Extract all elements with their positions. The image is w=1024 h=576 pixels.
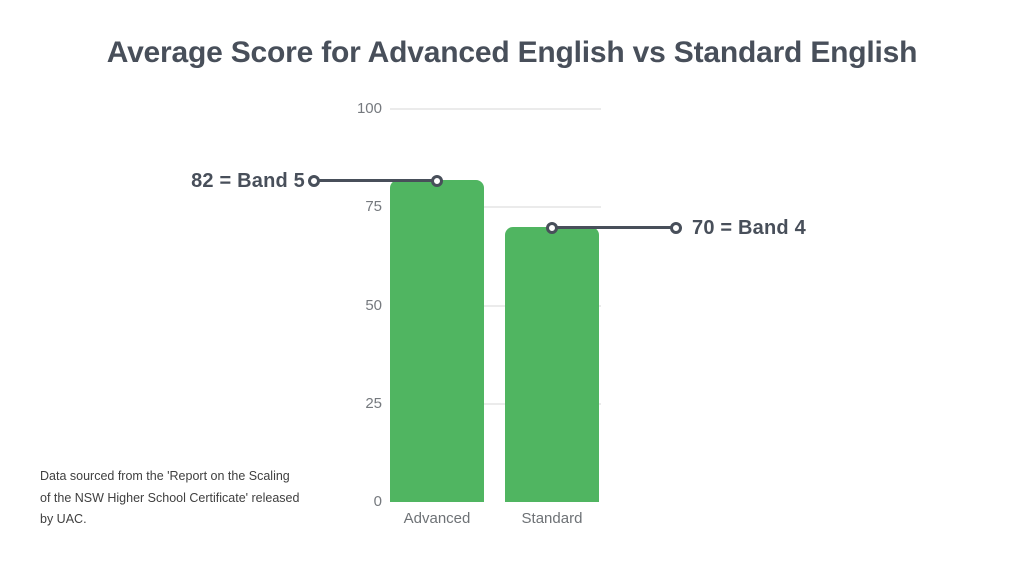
gridline (390, 108, 601, 110)
annotation-label: 70 = Band 4 (692, 217, 806, 239)
bar-advanced (390, 179, 484, 502)
chart-title: Average Score for Advanced English vs St… (106, 36, 918, 69)
x-category-label: Advanced (403, 510, 471, 527)
connector-dot (431, 175, 443, 187)
x-category-label: Standard (521, 510, 583, 527)
connector-line (552, 226, 676, 229)
gridline (390, 206, 601, 209)
gridline (390, 304, 601, 307)
connector-line (313, 179, 437, 182)
bar-standard (505, 226, 599, 502)
connector-dot (670, 222, 682, 234)
connector-dot (546, 222, 558, 234)
connector-dot (307, 175, 320, 187)
gridline (390, 402, 601, 405)
y-tick-label: 75 (365, 198, 382, 216)
y-tick-label: 0 (373, 493, 382, 510)
y-tick-label: 100 (356, 100, 382, 117)
source-note: Data sourced from the 'Report on the Sca… (40, 469, 300, 526)
y-tick-label: 25 (365, 394, 382, 412)
y-tick-label: 50 (365, 296, 382, 314)
annotation-label: 82 = Band 5 (191, 170, 305, 192)
